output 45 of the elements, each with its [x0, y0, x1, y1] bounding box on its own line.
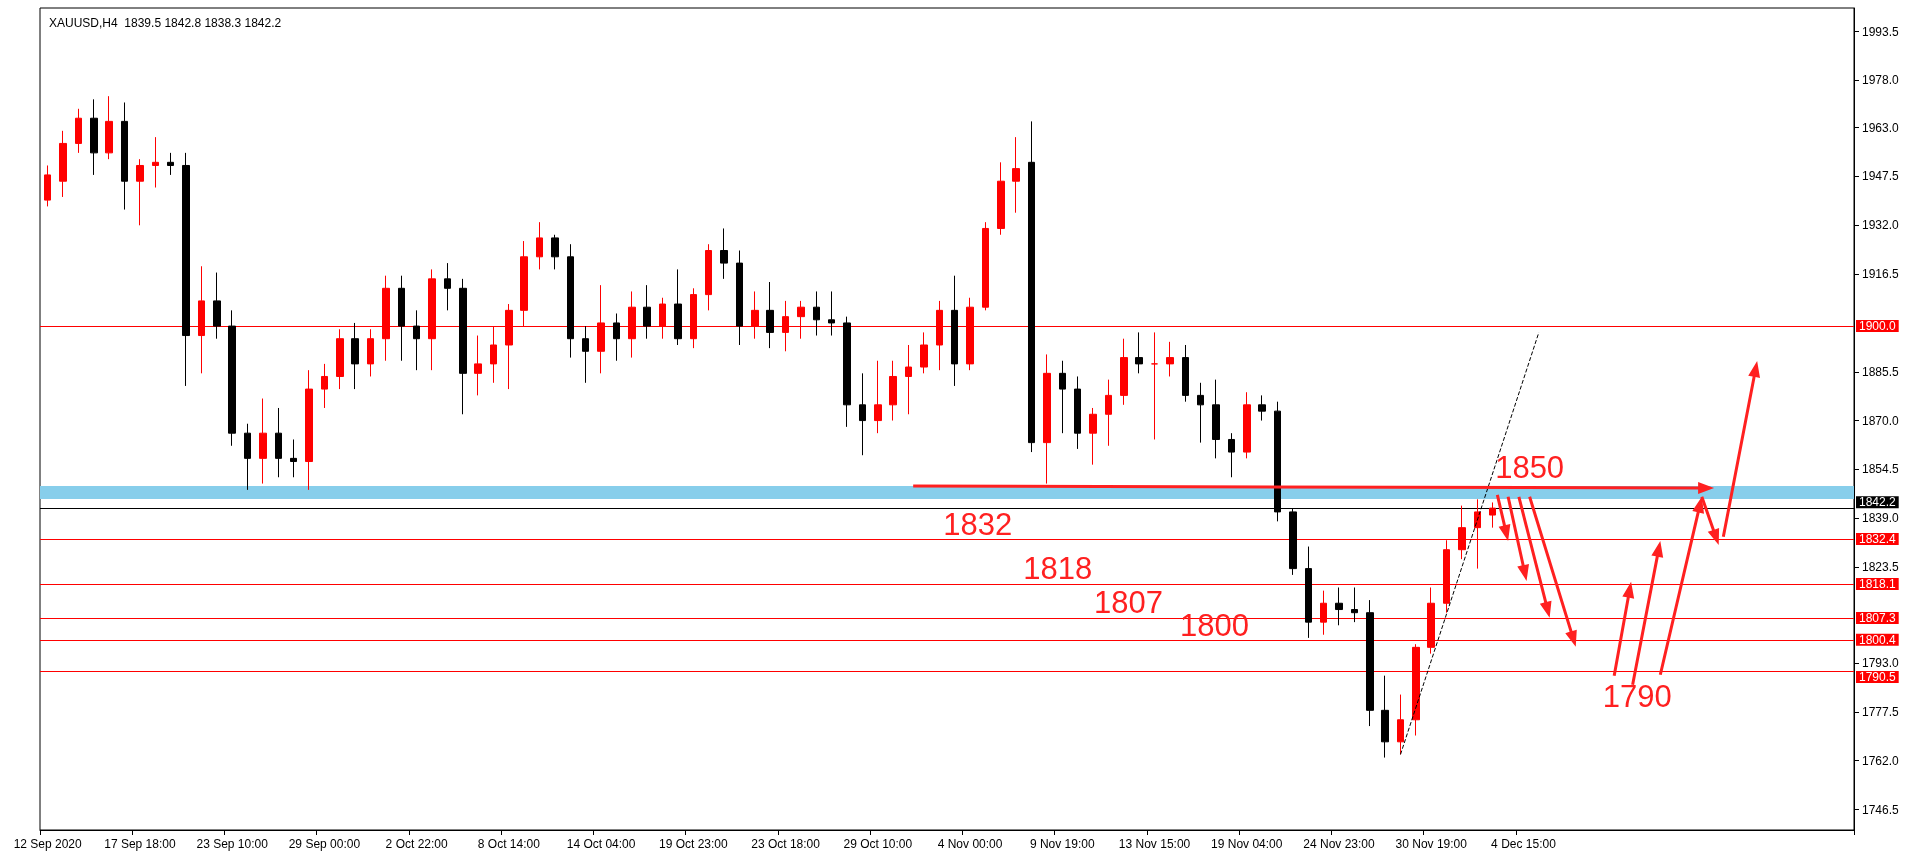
annotation: 1790 [1602, 678, 1672, 714]
x-tick-label: 2 Oct 22:00 [385, 837, 448, 851]
x-tick-label: 9 Nov 19:00 [1029, 837, 1095, 851]
x-tick-label: 29 Sep 00:00 [288, 837, 361, 851]
y-tick-label: 1854.5 [1862, 462, 1900, 477]
x-tick-label: 4 Nov 00:00 [937, 837, 1003, 851]
x-tick-label: 23 Sep 10:00 [196, 837, 269, 851]
annotation: 1807 [1093, 585, 1163, 621]
y-tick-label: 1947.5 [1862, 169, 1900, 184]
y-tick-label: 1839.0 [1862, 511, 1900, 526]
annotation: 1850 [1495, 450, 1565, 486]
y-tick-label: 1746.5 [1862, 802, 1900, 817]
x-tick-label: 19 Oct 23:00 [658, 837, 729, 851]
ref-line-label: 1818.1 [1859, 577, 1897, 592]
x-tick-label: 8 Oct 14:00 [477, 837, 541, 851]
y-tick-label: 1993.5 [1862, 24, 1900, 39]
y-tick-label: 1916.5 [1862, 267, 1900, 282]
ref-line-label: 1807.3 [1859, 611, 1897, 626]
ref-line-label: 1800.4 [1859, 632, 1897, 647]
y-tick-label: 1885.5 [1862, 364, 1900, 379]
y-tick-label: 1823.5 [1862, 560, 1900, 575]
x-tick-label: 30 Nov 19:00 [1395, 837, 1468, 851]
x-tick-label: 4 Dec 15:00 [1491, 837, 1557, 851]
y-tick-label: 1777.5 [1862, 704, 1900, 719]
x-tick-label: 14 Oct 04:00 [566, 837, 636, 851]
y-tick-label: 1793.0 [1862, 656, 1900, 671]
ref-line-label: 1790.5 [1859, 669, 1897, 684]
ref-line-label: 1900.0 [1859, 319, 1897, 334]
x-tick-label: 13 Nov 15:00 [1118, 837, 1191, 851]
x-tick-label: 29 Oct 10:00 [843, 837, 913, 851]
x-tick-label: 17 Sep 18:00 [104, 837, 176, 851]
annotation: 1818 [1023, 550, 1093, 586]
y-tick-label: 1932.0 [1862, 218, 1900, 233]
y-tick-label: 1963.0 [1862, 120, 1900, 135]
ref-line-label: 1832.4 [1859, 531, 1897, 546]
text: XAUUSD,H4 1839.5 1842.8 1838.3 1842.2 [49, 16, 282, 30]
x-tick-label: 12 Sep 2020 [13, 837, 83, 851]
x-tick-label: 23 Oct 18:00 [751, 837, 821, 851]
annotation: 1832 [943, 506, 1013, 542]
ref-line-label: 1842.2 [1859, 495, 1897, 510]
x-tick-label: 19 Nov 04:00 [1211, 837, 1283, 851]
y-tick-label: 1762.0 [1862, 753, 1900, 768]
y-tick-label: 1978.0 [1862, 73, 1900, 88]
y-tick-label: 1870.0 [1862, 413, 1900, 428]
x-tick-label: 24 Nov 23:00 [1303, 837, 1376, 851]
